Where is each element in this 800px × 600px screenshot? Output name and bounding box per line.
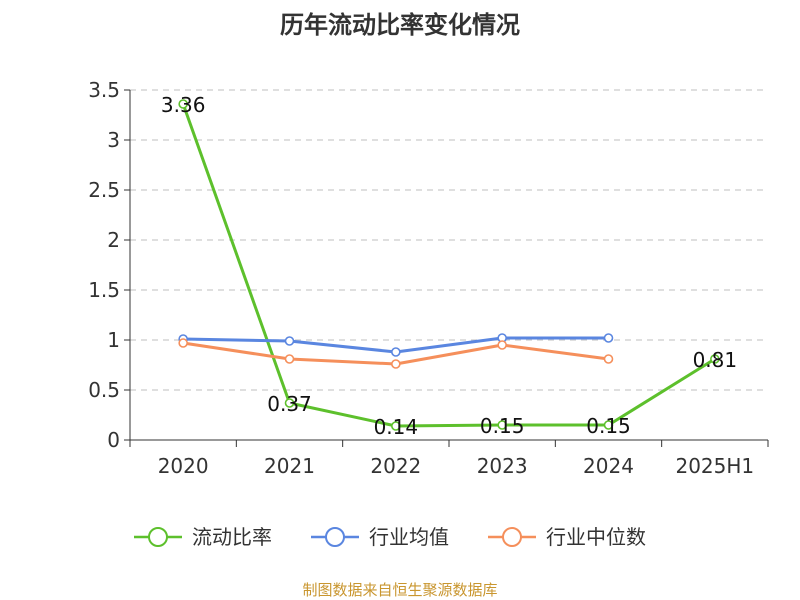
data-label: 3.36	[161, 93, 206, 117]
x-tick-label: 2025H1	[675, 454, 754, 478]
x-tick-label: 2023	[477, 454, 528, 478]
series-lines	[178, 99, 720, 431]
data-label: 0.15	[586, 414, 631, 438]
legend-label: 流动比率	[192, 525, 272, 549]
legend[interactable]: 流动比率 行业均值 行业中位数	[134, 525, 646, 549]
data-point	[603, 354, 614, 364]
data-point	[178, 99, 188, 109]
source-note: 制图数据来自恒生聚源数据库	[302, 581, 497, 599]
y-tick-label: 3	[107, 128, 120, 152]
x-tick-label: 2022	[370, 454, 421, 478]
chart-title: 历年流动比率变化情况	[280, 11, 520, 39]
data-point	[178, 338, 188, 348]
data-label: 0.15	[480, 414, 525, 438]
data-point	[603, 333, 614, 343]
data-point	[710, 354, 720, 364]
data-point	[284, 336, 295, 346]
data-point	[284, 354, 295, 364]
data-label: 0.37	[267, 392, 312, 416]
legend-swatch-marker	[148, 527, 168, 547]
y-tick-label: 3.5	[88, 78, 120, 102]
y-tick-label: 2	[107, 228, 120, 252]
y-tick-label: 1	[107, 328, 120, 352]
x-tick-label: 2021	[264, 454, 315, 478]
series-line-0	[181, 103, 716, 428]
y-tick-label: 0.5	[88, 378, 120, 402]
data-labels: 3.36 0.37 0.14 0.15 0.15 0.81	[161, 93, 737, 439]
y-tick-label: 0	[107, 428, 120, 452]
data-point	[391, 347, 401, 357]
data-point	[603, 420, 614, 430]
grid-lines	[130, 89, 768, 391]
data-point	[497, 340, 507, 350]
data-label: 0.81	[693, 348, 738, 372]
data-label: 0.14	[374, 415, 419, 439]
data-point	[497, 420, 507, 430]
legend-label: 行业均值	[369, 525, 449, 549]
data-point	[391, 421, 401, 431]
y-tick-label: 2.5	[88, 178, 120, 202]
x-tick-label: 2024	[583, 454, 634, 478]
data-point	[391, 359, 401, 369]
legend-label: 行业中位数	[546, 525, 646, 549]
legend-swatch-marker	[502, 527, 522, 547]
legend-swatch-marker	[325, 527, 345, 547]
y-tick-label: 1.5	[88, 278, 120, 302]
data-point	[284, 398, 295, 408]
x-tick-label: 2020	[158, 454, 209, 478]
axes: 0 0.5 1 1.5 2 2.5 3 3.5 2020 2021 2022 2023 2024 2025…	[88, 78, 769, 478]
